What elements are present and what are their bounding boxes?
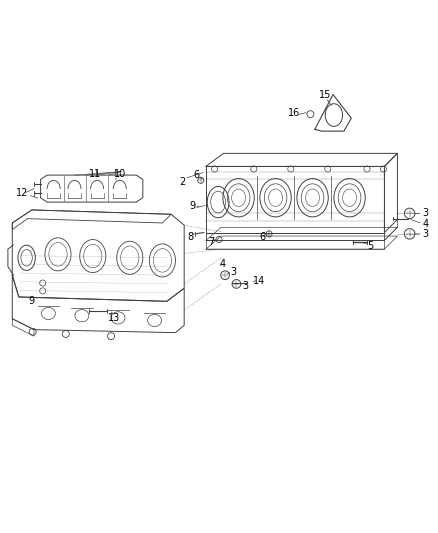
Text: 7: 7 [208, 237, 214, 247]
Text: 9: 9 [190, 200, 196, 211]
Text: 3: 3 [423, 208, 429, 219]
Text: 6: 6 [259, 232, 265, 243]
Text: 12: 12 [16, 188, 28, 198]
Text: 3: 3 [242, 281, 248, 291]
Text: 10: 10 [113, 169, 126, 179]
Text: 4: 4 [220, 260, 226, 269]
Text: 5: 5 [367, 240, 374, 251]
Text: 14: 14 [253, 276, 265, 286]
Text: 16: 16 [288, 108, 300, 118]
Text: 15: 15 [319, 90, 332, 100]
Text: 3: 3 [423, 229, 429, 239]
Text: 3: 3 [230, 267, 236, 277]
Text: 6: 6 [193, 170, 199, 180]
Text: 11: 11 [89, 169, 101, 179]
Text: 2: 2 [179, 176, 185, 187]
Text: 4: 4 [423, 219, 429, 229]
Text: 13: 13 [109, 313, 121, 323]
Text: 8: 8 [187, 232, 194, 243]
Text: 9: 9 [28, 296, 34, 306]
